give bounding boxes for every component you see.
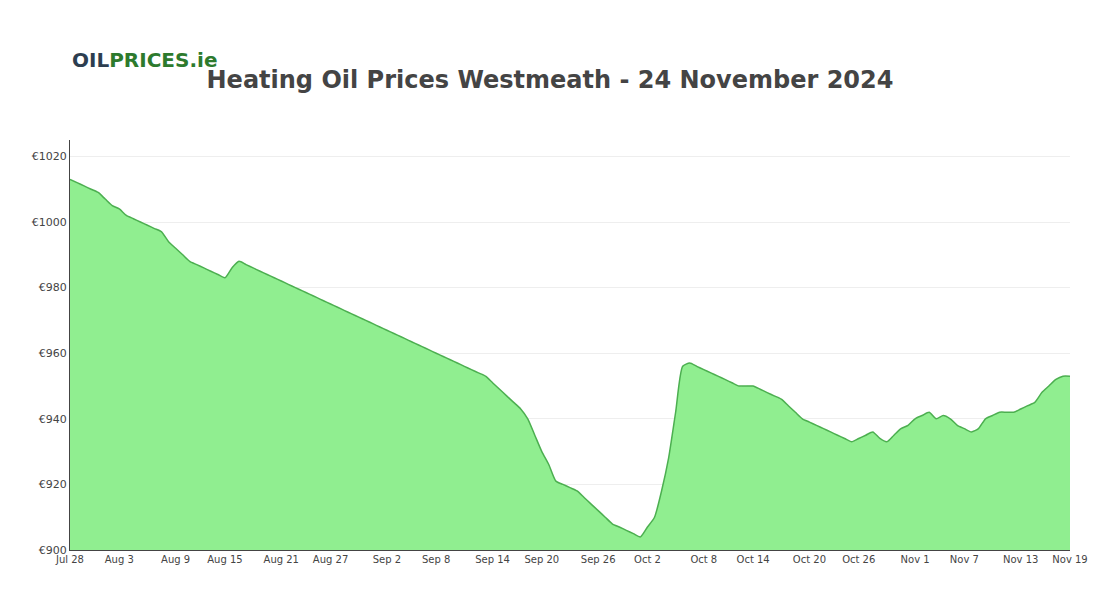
svg-text:Aug 9: Aug 9 — [161, 554, 190, 565]
svg-text:€1020: €1020 — [32, 150, 67, 163]
svg-text:Nov 13: Nov 13 — [1003, 554, 1038, 565]
svg-text:€960: €960 — [39, 347, 67, 360]
svg-text:Aug 15: Aug 15 — [207, 554, 242, 565]
svg-text:Sep 20: Sep 20 — [524, 554, 559, 565]
svg-text:Aug 27: Aug 27 — [313, 554, 348, 565]
svg-text:€1000: €1000 — [32, 216, 67, 229]
svg-text:€980: €980 — [39, 281, 67, 294]
svg-text:Oct 20: Oct 20 — [793, 554, 826, 565]
svg-text:Sep 14: Sep 14 — [475, 554, 510, 565]
svg-text:Sep 2: Sep 2 — [373, 554, 401, 565]
svg-text:Oct 2: Oct 2 — [634, 554, 661, 565]
svg-text:€920: €920 — [39, 478, 67, 491]
svg-text:€940: €940 — [39, 413, 67, 426]
svg-text:Oct 8: Oct 8 — [690, 554, 717, 565]
svg-text:Oct 26: Oct 26 — [842, 554, 875, 565]
svg-text:Oct 14: Oct 14 — [736, 554, 769, 565]
svg-text:Heating Oil Prices Westmeath -: Heating Oil Prices Westmeath - 24 Novemb… — [207, 66, 894, 94]
svg-text:Nov 19: Nov 19 — [1052, 554, 1087, 565]
svg-text:Nov 7: Nov 7 — [950, 554, 979, 565]
svg-text:Aug 3: Aug 3 — [105, 554, 134, 565]
svg-text:Sep 8: Sep 8 — [422, 554, 450, 565]
svg-text:Sep 26: Sep 26 — [581, 554, 616, 565]
svg-text:Nov 1: Nov 1 — [901, 554, 930, 565]
svg-text:€900: €900 — [39, 544, 67, 557]
svg-text:Jul 28: Jul 28 — [55, 554, 84, 565]
svg-text:Aug 21: Aug 21 — [264, 554, 299, 565]
svg-text:OILPRICES.ie: OILPRICES.ie — [72, 48, 217, 72]
